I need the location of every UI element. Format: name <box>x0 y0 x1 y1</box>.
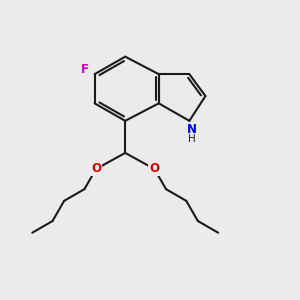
Text: O: O <box>91 163 101 176</box>
Text: F: F <box>80 63 88 76</box>
Text: O: O <box>149 163 159 176</box>
Text: H: H <box>188 134 196 144</box>
Text: N: N <box>187 123 197 136</box>
